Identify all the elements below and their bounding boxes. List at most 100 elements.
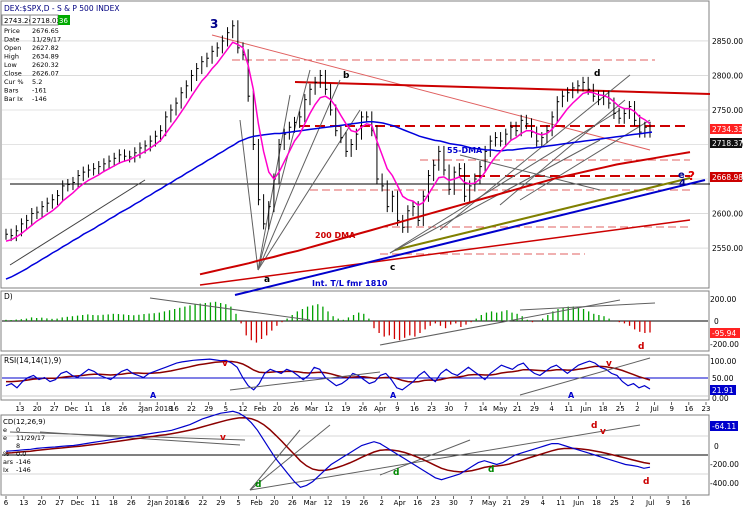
date-label: May — [482, 499, 496, 507]
price-tags: 2734.33 2718.37 2668.98 — [710, 124, 743, 182]
wave-e-label: e — [678, 170, 685, 181]
date-label: 5 — [236, 499, 240, 507]
price-close-tag: 2718.37 — [712, 139, 743, 148]
date-label: 26 — [118, 405, 127, 413]
info-value: 11/29/17 — [32, 36, 61, 44]
date-label: 2 — [138, 405, 142, 413]
macd-info-value: 0 — [16, 426, 20, 434]
price-a: 2743.26 — [4, 17, 33, 25]
macd-info-label: ars — [3, 458, 14, 466]
info-value: 2620.32 — [32, 61, 59, 69]
date-label: 16 — [410, 405, 419, 413]
date-label: 23 — [427, 405, 436, 413]
date-label: 21 — [513, 405, 522, 413]
date-label: 2 — [380, 499, 384, 507]
trend-lines — [9, 34, 711, 296]
date-label: Apr — [394, 499, 406, 507]
osc-title: D) — [4, 292, 13, 301]
right-axis-area — [710, 1, 751, 495]
info-label: High — [4, 53, 19, 61]
date-label: 26 — [127, 499, 136, 507]
trendline-label: Int. T/L fmr 1810 — [312, 279, 388, 288]
macd-tick-m400: -400.00 — [710, 479, 739, 488]
date-label: 9 — [395, 405, 399, 413]
date-label: 22 — [187, 405, 196, 413]
info-value: -146 — [32, 95, 47, 103]
info-value: 2634.89 — [32, 53, 59, 61]
macd-d4-label: d — [643, 477, 649, 487]
date-label: 18 — [599, 405, 608, 413]
info-value: 5.2 — [32, 78, 42, 86]
date-label: 23 — [702, 405, 711, 413]
date-label: 16 — [170, 405, 179, 413]
info-label: Low — [4, 61, 17, 69]
date-label: 2 — [147, 499, 151, 507]
rsi-tick-bottom: 0.00 — [712, 394, 729, 403]
date-label: 20 — [270, 499, 279, 507]
info-label: Open — [4, 44, 21, 52]
rsi-signal-line — [6, 360, 651, 383]
rsi-a3-label: A — [568, 391, 575, 400]
oscillator-histogram — [5, 301, 651, 343]
price-upper-tag: 2734.33 — [712, 125, 743, 134]
info-box: DEX:$SPX,D - S & P 500 INDEX 2743.26 271… — [1, 2, 142, 103]
ma200-line — [199, 151, 691, 276]
info-label: Date — [4, 36, 20, 44]
date-label: 9 — [669, 405, 673, 413]
macd-line — [5, 410, 651, 488]
macd-last-tag: -64.11 — [712, 422, 736, 431]
ma-short-line — [5, 41, 651, 242]
macd-info-value: 11/29/17 — [16, 434, 45, 442]
info-label: Price — [4, 27, 20, 35]
date-label: 22 — [198, 499, 207, 507]
rsi-tick-top: 100.00 — [710, 357, 736, 366]
rsi-last-tag: 21.91 — [712, 386, 734, 395]
date-label: 13 — [16, 405, 25, 413]
date-label: 12 — [324, 499, 333, 507]
date-label: 11 — [91, 499, 100, 507]
price-b: 2718.03 — [32, 17, 61, 25]
date-label: 18 — [109, 499, 118, 507]
macd-info-label: Ix — [3, 466, 9, 474]
price-axis-tick: 2800.00 — [712, 71, 743, 80]
price-bars — [5, 20, 652, 242]
date-label: 4 — [541, 499, 546, 507]
date-label: 16 — [180, 499, 189, 507]
date-label: Jan 2018 — [151, 499, 183, 507]
date-label: 20 — [273, 405, 282, 413]
macd-d2-label: d — [393, 468, 399, 478]
date-label: 19 — [342, 499, 351, 507]
macd-info-label: e — [3, 434, 7, 442]
rsi-title: RSI(14,14(1),9) — [4, 356, 61, 365]
price-axis-tick: 2550.00 — [712, 244, 743, 253]
macd-info-value: 0.0 — [16, 450, 26, 458]
date-label: 16 — [413, 499, 422, 507]
info-value: 2627.82 — [32, 44, 59, 52]
date-label: 6 — [4, 499, 9, 507]
macd-info-label: e — [3, 426, 7, 434]
date-label: 18 — [101, 405, 110, 413]
osc-tick-zero: 0 — [714, 317, 719, 326]
macd-d-red-label: d — [591, 421, 597, 431]
date-label: 30 — [444, 405, 453, 413]
price-c: 36 — [59, 17, 68, 25]
macd-d3-label: d — [488, 465, 494, 475]
info-label: Bar Ix — [4, 95, 23, 103]
date-label: 11 — [556, 499, 565, 507]
rsi-v2-label: v — [606, 359, 612, 369]
date-label: 26 — [359, 405, 368, 413]
date-label: 19 — [341, 405, 350, 413]
date-label: 27 — [50, 405, 59, 413]
date-label: 5 — [224, 405, 228, 413]
macd-v2-label: v — [600, 427, 606, 437]
info-value: -161 — [32, 87, 47, 95]
date-label: 27 — [55, 499, 64, 507]
date-label: 14 — [479, 405, 488, 413]
date-label: 20 — [33, 405, 42, 413]
macd-title: CD(12,26,9) — [3, 418, 46, 426]
price-axis-tick: 2750.00 — [712, 106, 743, 115]
